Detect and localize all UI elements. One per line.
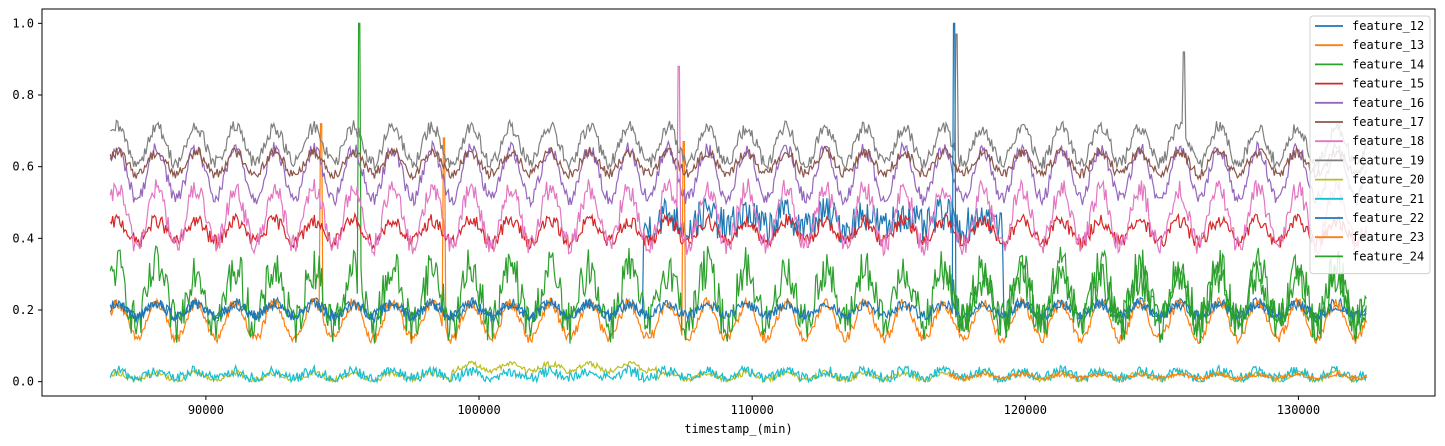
- y-tick-label: 1.0: [12, 16, 34, 30]
- legend-label-feature_16: feature_16: [1352, 96, 1424, 110]
- x-tick-label: 100000: [457, 403, 500, 417]
- y-tick-label: 0.2: [12, 303, 34, 317]
- series-line-feature_23: [948, 370, 1368, 382]
- series-line-feature_22: [109, 22, 1367, 323]
- series-layer: [109, 22, 1368, 385]
- legend-label-feature_21: feature_21: [1352, 192, 1424, 206]
- y-tick-label: 0.4: [12, 231, 34, 245]
- legend-label-feature_13: feature_13: [1352, 38, 1424, 52]
- series-line-feature_18: [109, 65, 1367, 258]
- legend-label-feature_20: feature_20: [1352, 173, 1424, 187]
- series-line-feature_16: [109, 139, 1367, 209]
- y-axis: 0.0 0.2 0.4 0.6 0.8 1.0: [12, 16, 42, 389]
- plot-frame: [41, 8, 1436, 397]
- x-axis: 90000 100000 110000 120000 130000: [188, 396, 1320, 417]
- y-tick-label: 0.8: [12, 88, 34, 102]
- legend-label-feature_17: feature_17: [1352, 115, 1424, 129]
- legend-label-feature_15: feature_15: [1352, 77, 1424, 91]
- legend-label-feature_22: feature_22: [1352, 211, 1424, 225]
- legend-label-feature_24: feature_24: [1352, 249, 1424, 263]
- y-tick-label: 0.0: [12, 375, 34, 389]
- x-tick-label: 130000: [1277, 403, 1320, 417]
- legend-label-feature_12: feature_12: [1352, 19, 1424, 33]
- x-tick-label: 110000: [730, 403, 773, 417]
- y-tick-label: 0.6: [12, 160, 34, 174]
- legend-label-feature_18: feature_18: [1352, 134, 1424, 148]
- legend-box: [1309, 15, 1431, 275]
- x-tick-label: 120000: [1004, 403, 1047, 417]
- series-line-feature_19: [110, 33, 1367, 172]
- x-tick-label: 90000: [188, 403, 224, 417]
- legend-label-feature_19: feature_19: [1352, 153, 1424, 167]
- series-line-feature_14: [109, 22, 1367, 344]
- series-line-feature_17: [109, 146, 1367, 181]
- x-axis-label: timestamp_(min): [684, 422, 792, 436]
- legend: feature_12 feature_13 feature_14 feature_15…: [1309, 15, 1431, 275]
- series-line-feature_24: [942, 260, 1367, 339]
- series-line-feature_13: [109, 123, 1367, 346]
- legend-label-feature_23: feature_23: [1352, 230, 1424, 244]
- legend-label-feature_14: feature_14: [1352, 57, 1424, 71]
